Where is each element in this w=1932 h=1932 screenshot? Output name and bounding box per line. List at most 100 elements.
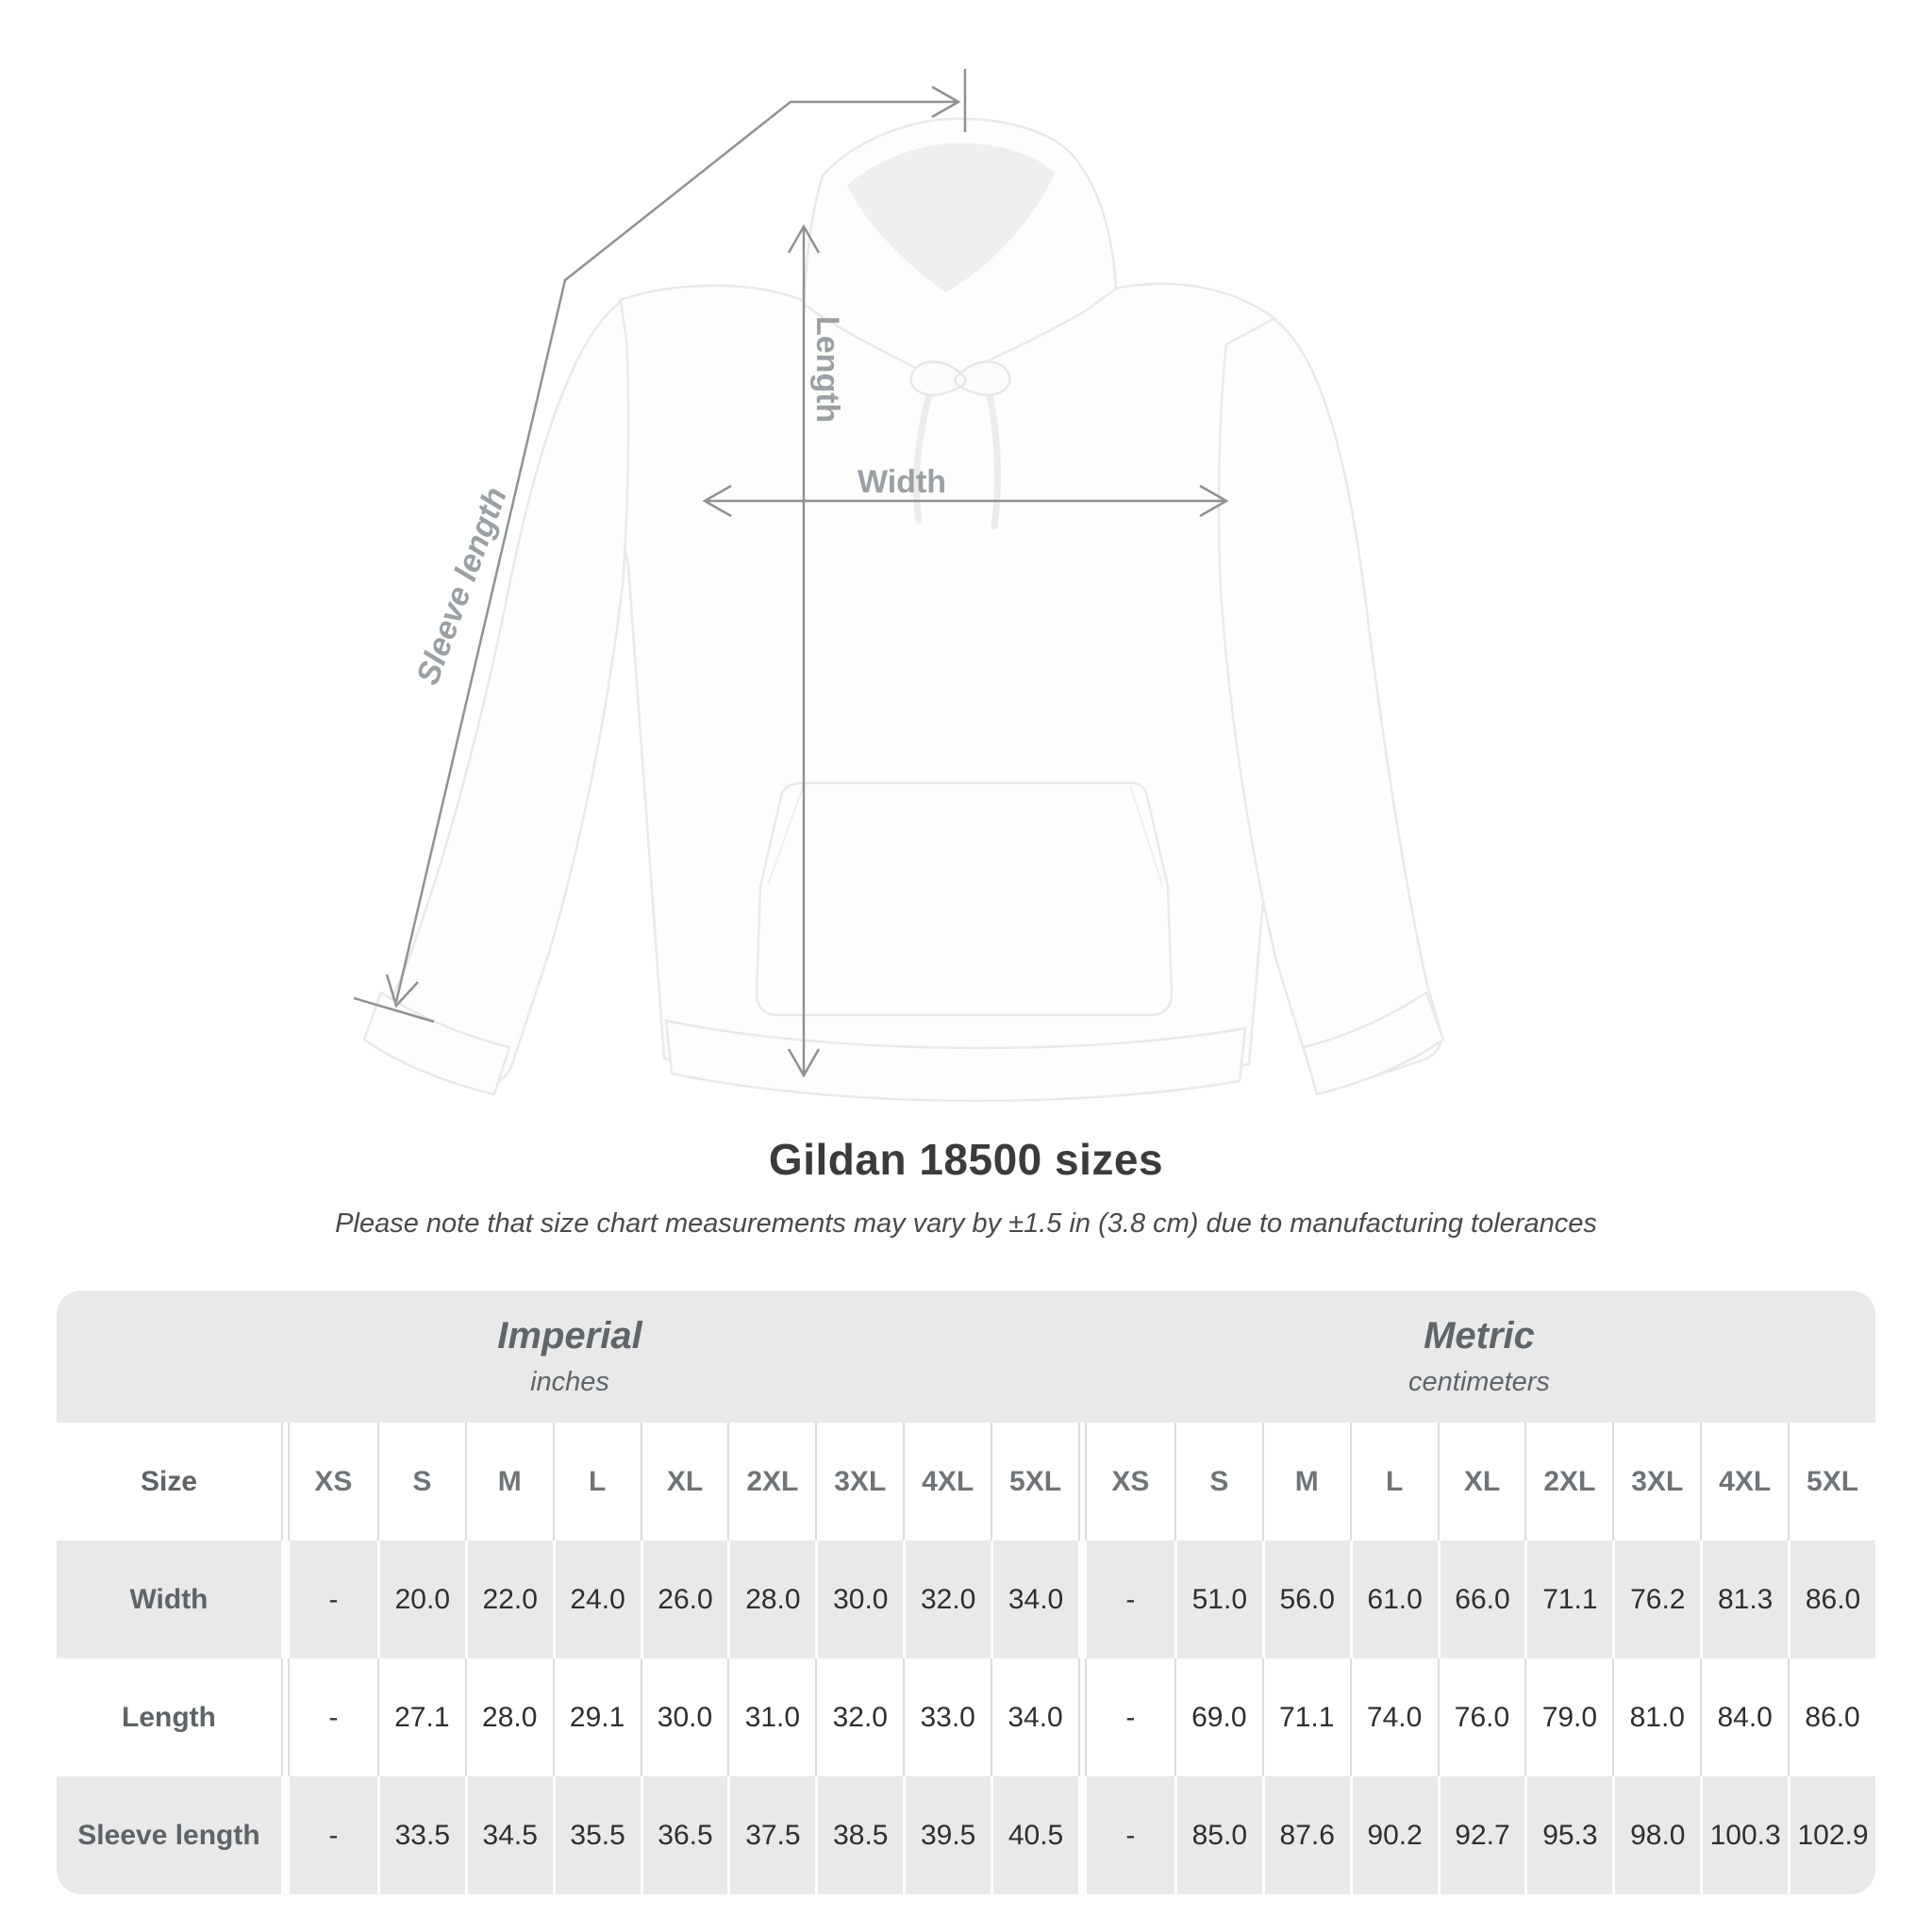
hoodie-right-sleeve bbox=[1217, 317, 1442, 1091]
value-cell: - bbox=[1125, 1583, 1136, 1615]
length-arrowhead-top bbox=[787, 224, 821, 254]
row-label: Width bbox=[129, 1583, 208, 1615]
size-col: 2XL bbox=[727, 1423, 815, 1541]
size-col: 5XL bbox=[1788, 1423, 1875, 1541]
value-cell: 66.0 bbox=[1437, 1541, 1525, 1658]
value-cell: - bbox=[328, 1701, 339, 1733]
unit-divider-gutter bbox=[1077, 1776, 1087, 1894]
value-cell: 102.9 bbox=[1788, 1776, 1875, 1894]
metric-label: Metric bbox=[1424, 1315, 1535, 1357]
value-cell: 40.5 bbox=[991, 1776, 1078, 1894]
value-cell: 39.5 bbox=[903, 1776, 991, 1894]
size-col: S bbox=[376, 1423, 465, 1541]
column-gutter bbox=[281, 1658, 290, 1776]
metric-group-header: Metric centimeters bbox=[1083, 1291, 1875, 1423]
value-cell: 86.0 bbox=[1788, 1541, 1875, 1658]
imperial-unit: inches bbox=[530, 1367, 609, 1397]
value-cell: 34.5 bbox=[464, 1776, 553, 1894]
value-cell: 32.0 bbox=[903, 1541, 991, 1658]
imperial-label: Imperial bbox=[497, 1315, 642, 1357]
unit-divider-gutter bbox=[1077, 1541, 1087, 1658]
value-cell: 31.0 bbox=[727, 1658, 815, 1776]
row-label: Sleeve length bbox=[77, 1819, 260, 1851]
column-gutter bbox=[281, 1541, 290, 1658]
value-cell: 34.0 bbox=[991, 1541, 1078, 1658]
sleeve-length-line bbox=[394, 100, 957, 1003]
value-cell: 81.3 bbox=[1700, 1541, 1788, 1658]
value-cell: 38.5 bbox=[815, 1776, 903, 1894]
tolerance-note: Please note that size chart measurements… bbox=[335, 1208, 1597, 1239]
value-cell: 86.0 bbox=[1788, 1658, 1875, 1776]
value-cell: 81.0 bbox=[1612, 1658, 1700, 1776]
value-cell: - bbox=[328, 1819, 339, 1851]
value-cell: 51.0 bbox=[1174, 1541, 1262, 1658]
size-col: 3XL bbox=[1612, 1423, 1700, 1541]
value-cell: 26.0 bbox=[640, 1541, 728, 1658]
row-label: Length bbox=[122, 1701, 216, 1733]
value-cell: 84.0 bbox=[1700, 1658, 1788, 1776]
value-cell: 71.1 bbox=[1261, 1658, 1350, 1776]
value-cell: 90.2 bbox=[1349, 1776, 1438, 1894]
imperial-group-header: Imperial inches bbox=[57, 1291, 1083, 1423]
value-cell: 34.0 bbox=[991, 1658, 1078, 1776]
hoodie-left-sleeve bbox=[379, 299, 630, 1086]
value-cell: 76.0 bbox=[1437, 1658, 1525, 1776]
unit-divider-gutter bbox=[1077, 1423, 1087, 1541]
hoodie-pocket bbox=[755, 781, 1174, 1017]
value-cell: - bbox=[1125, 1819, 1136, 1851]
unit-divider-gutter bbox=[1077, 1658, 1087, 1776]
value-cell: 69.0 bbox=[1174, 1658, 1262, 1776]
value-cell: 24.0 bbox=[552, 1541, 641, 1658]
size-col: 4XL bbox=[1700, 1423, 1788, 1541]
value-cell: 100.3 bbox=[1700, 1776, 1788, 1894]
value-cell: 22.0 bbox=[464, 1541, 553, 1658]
width-arrowhead-left bbox=[702, 484, 732, 518]
size-col: XL bbox=[1437, 1423, 1525, 1541]
hoodie-hem-band bbox=[664, 1019, 1247, 1103]
hoodie-hood-crease bbox=[948, 141, 956, 284]
value-cell: 85.0 bbox=[1174, 1776, 1262, 1894]
hoodie-bow bbox=[909, 360, 1011, 397]
hoodie-left-cuff bbox=[362, 991, 511, 1096]
size-col: L bbox=[1349, 1423, 1438, 1541]
size-header-row: Size XS S M L XL 2XL 3XL 4XL 5XL XS S M … bbox=[57, 1423, 1875, 1541]
size-col: M bbox=[1261, 1423, 1350, 1541]
value-cell: 30.0 bbox=[640, 1658, 728, 1776]
width-label: Width bbox=[858, 464, 946, 500]
hoodie-right-cuff bbox=[1302, 991, 1445, 1096]
value-cell: 36.5 bbox=[640, 1776, 728, 1894]
column-gutter bbox=[281, 1776, 290, 1894]
length-label: Length bbox=[809, 316, 845, 423]
size-table: Imperial inches Metric centimeters Size … bbox=[57, 1291, 1875, 1894]
size-col: 4XL bbox=[903, 1423, 991, 1541]
value-cell: 92.7 bbox=[1437, 1776, 1525, 1894]
size-col: M bbox=[464, 1423, 553, 1541]
value-cell: - bbox=[328, 1583, 339, 1615]
value-cell: 33.0 bbox=[903, 1658, 991, 1776]
value-cell: 61.0 bbox=[1349, 1541, 1438, 1658]
size-col: 2XL bbox=[1524, 1423, 1612, 1541]
metric-unit: centimeters bbox=[1408, 1367, 1550, 1397]
page-title: Gildan 18500 sizes bbox=[768, 1135, 1164, 1184]
size-col: L bbox=[552, 1423, 641, 1541]
value-cell: 74.0 bbox=[1349, 1658, 1438, 1776]
value-cell: 98.0 bbox=[1612, 1776, 1700, 1894]
value-cell: 28.0 bbox=[727, 1541, 815, 1658]
hoodie-pocket-crease bbox=[767, 784, 1163, 886]
table-row-sleeve-length: Sleeve length - 33.5 34.5 35.5 36.5 37.5… bbox=[57, 1776, 1875, 1894]
size-col: XL bbox=[640, 1423, 728, 1541]
hoodie-measurement-diagram: Sleeve length Length Width bbox=[353, 69, 1445, 1103]
value-cell: 87.6 bbox=[1261, 1776, 1350, 1894]
table-row-width: Width - 20.0 22.0 24.0 26.0 28.0 30.0 32… bbox=[57, 1541, 1875, 1658]
unit-system-band: Imperial inches Metric centimeters bbox=[57, 1291, 1875, 1423]
size-col: XS bbox=[1111, 1465, 1150, 1497]
size-col: 5XL bbox=[991, 1423, 1078, 1541]
value-cell: 32.0 bbox=[815, 1658, 903, 1776]
size-col: XS bbox=[314, 1465, 353, 1497]
length-arrowhead-bottom bbox=[787, 1048, 821, 1078]
value-cell: 37.5 bbox=[727, 1776, 815, 1894]
table-row-length: Length - 27.1 28.0 29.1 30.0 31.0 32.0 3… bbox=[57, 1658, 1875, 1776]
value-cell: 30.0 bbox=[815, 1541, 903, 1658]
sleeve-length-end-tick bbox=[353, 996, 435, 1024]
